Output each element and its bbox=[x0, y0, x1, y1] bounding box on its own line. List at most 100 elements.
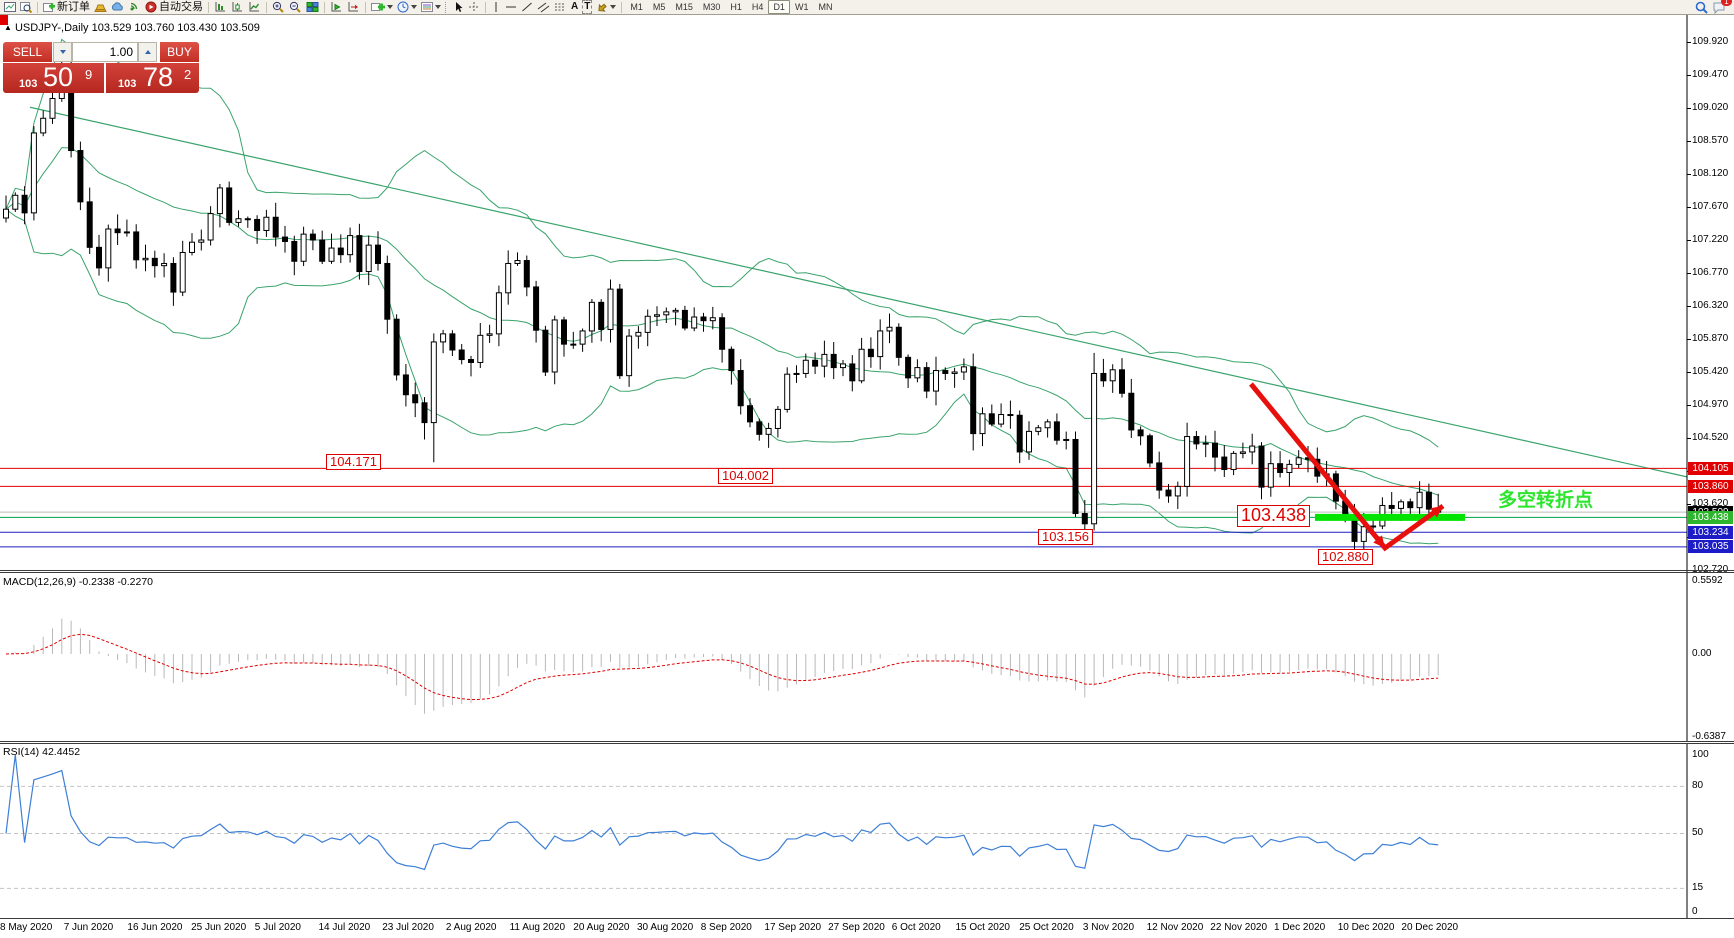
macd-label: MACD(12,26,9) -0.2338 -0.2270 bbox=[3, 576, 154, 588]
chart-window-button[interactable] bbox=[2, 1, 18, 14]
text-tool-button[interactable]: A bbox=[569, 1, 580, 14]
candle-body bbox=[170, 262, 177, 293]
zoom-out-button[interactable] bbox=[287, 1, 304, 14]
price-axis-tickmark bbox=[1687, 372, 1691, 373]
timeframe-button-mn[interactable]: MN bbox=[818, 2, 833, 12]
crosshair-tool-button[interactable] bbox=[466, 1, 482, 14]
price-axis-tick: 108.120 bbox=[1692, 168, 1729, 179]
line-chart-mode-button[interactable] bbox=[246, 1, 263, 14]
search-button[interactable] bbox=[1693, 1, 1710, 14]
candle-body bbox=[1267, 463, 1274, 488]
auto-scroll-icon bbox=[330, 1, 343, 13]
price-level-label[interactable]: 103.156 bbox=[1038, 529, 1093, 546]
candle-body bbox=[393, 318, 400, 376]
price-axis-tickmark bbox=[1687, 438, 1691, 439]
volume-decrease-button[interactable] bbox=[53, 42, 72, 62]
candle-body bbox=[263, 216, 270, 231]
candle-body bbox=[142, 257, 149, 261]
price-level-label[interactable]: 104.002 bbox=[718, 468, 773, 485]
candle-body bbox=[86, 201, 93, 248]
sell-button[interactable]: SELL bbox=[3, 42, 52, 62]
clock-icon bbox=[397, 1, 409, 13]
zoom-out-icon bbox=[289, 1, 302, 13]
candle-body bbox=[988, 413, 995, 425]
date-axis-label: 3 Nov 2020 bbox=[1082, 922, 1135, 933]
buy-button[interactable]: BUY bbox=[160, 42, 199, 62]
macd-axis-label: -0.6387 bbox=[1692, 731, 1726, 742]
timeframe-button-w1[interactable]: W1 bbox=[794, 2, 809, 12]
timeframe-button-h1[interactable]: H1 bbox=[730, 2, 742, 12]
candle-body bbox=[598, 301, 605, 330]
timeframe-button-m30[interactable]: M30 bbox=[702, 2, 721, 12]
price-level-label[interactable]: 104.171 bbox=[326, 454, 381, 471]
tile-windows-button[interactable] bbox=[304, 1, 321, 14]
pane-separator bbox=[0, 918, 1734, 919]
volume-increase-button[interactable] bbox=[138, 42, 157, 62]
fibonacci-icon bbox=[554, 1, 567, 13]
candle-body bbox=[561, 319, 567, 345]
candle-body bbox=[1202, 442, 1209, 445]
periods-button[interactable] bbox=[395, 1, 419, 14]
volume-input[interactable]: 1.00 bbox=[72, 42, 138, 62]
auto-trading-button[interactable]: 自动交易 bbox=[143, 1, 205, 14]
candle-body bbox=[812, 359, 819, 367]
vertical-line-tool-button[interactable] bbox=[489, 1, 503, 14]
buy-price-display[interactable]: 103 78 2 bbox=[106, 63, 199, 93]
rsi-indicator-pane[interactable] bbox=[0, 744, 1734, 918]
candle-body bbox=[1156, 462, 1163, 491]
toolbar-separator bbox=[37, 1, 38, 13]
cloud-button[interactable] bbox=[109, 1, 126, 14]
timeframe-button-m1[interactable]: M1 bbox=[630, 2, 643, 12]
price-axis-badge: 103.035 bbox=[1688, 540, 1733, 554]
candlestick-mode-button[interactable] bbox=[229, 1, 246, 14]
one-click-trading-panel: SELL 1.00 BUY 103 50 9 103 78 2 bbox=[3, 42, 199, 93]
candle-body bbox=[802, 359, 809, 374]
cursor-tool-button[interactable] bbox=[451, 1, 466, 14]
fibonacci-tool-button[interactable] bbox=[552, 1, 569, 14]
turning-point-annotation[interactable]: 多空转折点 bbox=[1498, 490, 1594, 511]
candle-body bbox=[663, 311, 670, 316]
main-price-chart[interactable] bbox=[0, 15, 1734, 572]
timeframe-button-m15[interactable]: M15 bbox=[675, 2, 693, 12]
trendline-tool-button[interactable] bbox=[519, 1, 535, 14]
zoom-in-button[interactable] bbox=[270, 1, 287, 14]
candle-body bbox=[49, 97, 56, 119]
new-order-button[interactable]: 新订单 bbox=[41, 1, 92, 14]
bar-chart-mode-button[interactable] bbox=[212, 1, 229, 14]
candle-body bbox=[616, 288, 623, 377]
candle-body bbox=[858, 348, 865, 382]
indicators-button[interactable] bbox=[369, 1, 395, 14]
auto-scroll-button[interactable] bbox=[328, 1, 345, 14]
timeframe-button-d1[interactable]: D1 bbox=[768, 0, 790, 14]
sell-price-display[interactable]: 103 50 9 bbox=[3, 63, 104, 93]
pane-separator bbox=[0, 743, 1734, 744]
candle-body bbox=[1016, 414, 1023, 453]
date-axis-label: 5 Jul 2020 bbox=[254, 922, 301, 933]
channel-tool-button[interactable] bbox=[535, 1, 552, 14]
notifications-button[interactable]: 1 bbox=[1710, 0, 1732, 14]
price-axis-tick: 106.770 bbox=[1692, 267, 1729, 278]
arrows-tool-button[interactable] bbox=[594, 1, 618, 14]
candle-body bbox=[635, 331, 642, 337]
timeframe-button-h4[interactable]: H4 bbox=[751, 2, 764, 12]
data-window-button[interactable] bbox=[18, 1, 34, 14]
deposit-button[interactable] bbox=[92, 1, 109, 14]
signal-button[interactable] bbox=[126, 1, 143, 14]
timeframe-button-m5[interactable]: M5 bbox=[652, 2, 666, 12]
macd-indicator-pane[interactable] bbox=[0, 573, 1734, 741]
candle-body bbox=[681, 309, 688, 329]
pane-separator[interactable] bbox=[0, 570, 1734, 571]
price-level-label[interactable]: 103.438 bbox=[1237, 505, 1311, 527]
rsi-label: RSI(14) 42.4452 bbox=[3, 746, 81, 758]
candle-body bbox=[1370, 525, 1377, 528]
pane-separator[interactable] bbox=[0, 741, 1734, 742]
chart-shift-button[interactable] bbox=[345, 1, 362, 14]
price-level-label[interactable]: 102.880 bbox=[1318, 549, 1373, 566]
collapse-panel-icon[interactable]: ▲ bbox=[4, 23, 12, 32]
spinner-up-icon bbox=[144, 50, 151, 54]
price-axis-tick: 105.870 bbox=[1692, 333, 1729, 344]
templates-button[interactable] bbox=[419, 1, 443, 14]
date-axis-label: 8 Sep 2020 bbox=[700, 922, 752, 933]
text-label-tool-button[interactable]: T bbox=[580, 0, 594, 14]
horizontal-line-tool-button[interactable] bbox=[503, 1, 519, 14]
